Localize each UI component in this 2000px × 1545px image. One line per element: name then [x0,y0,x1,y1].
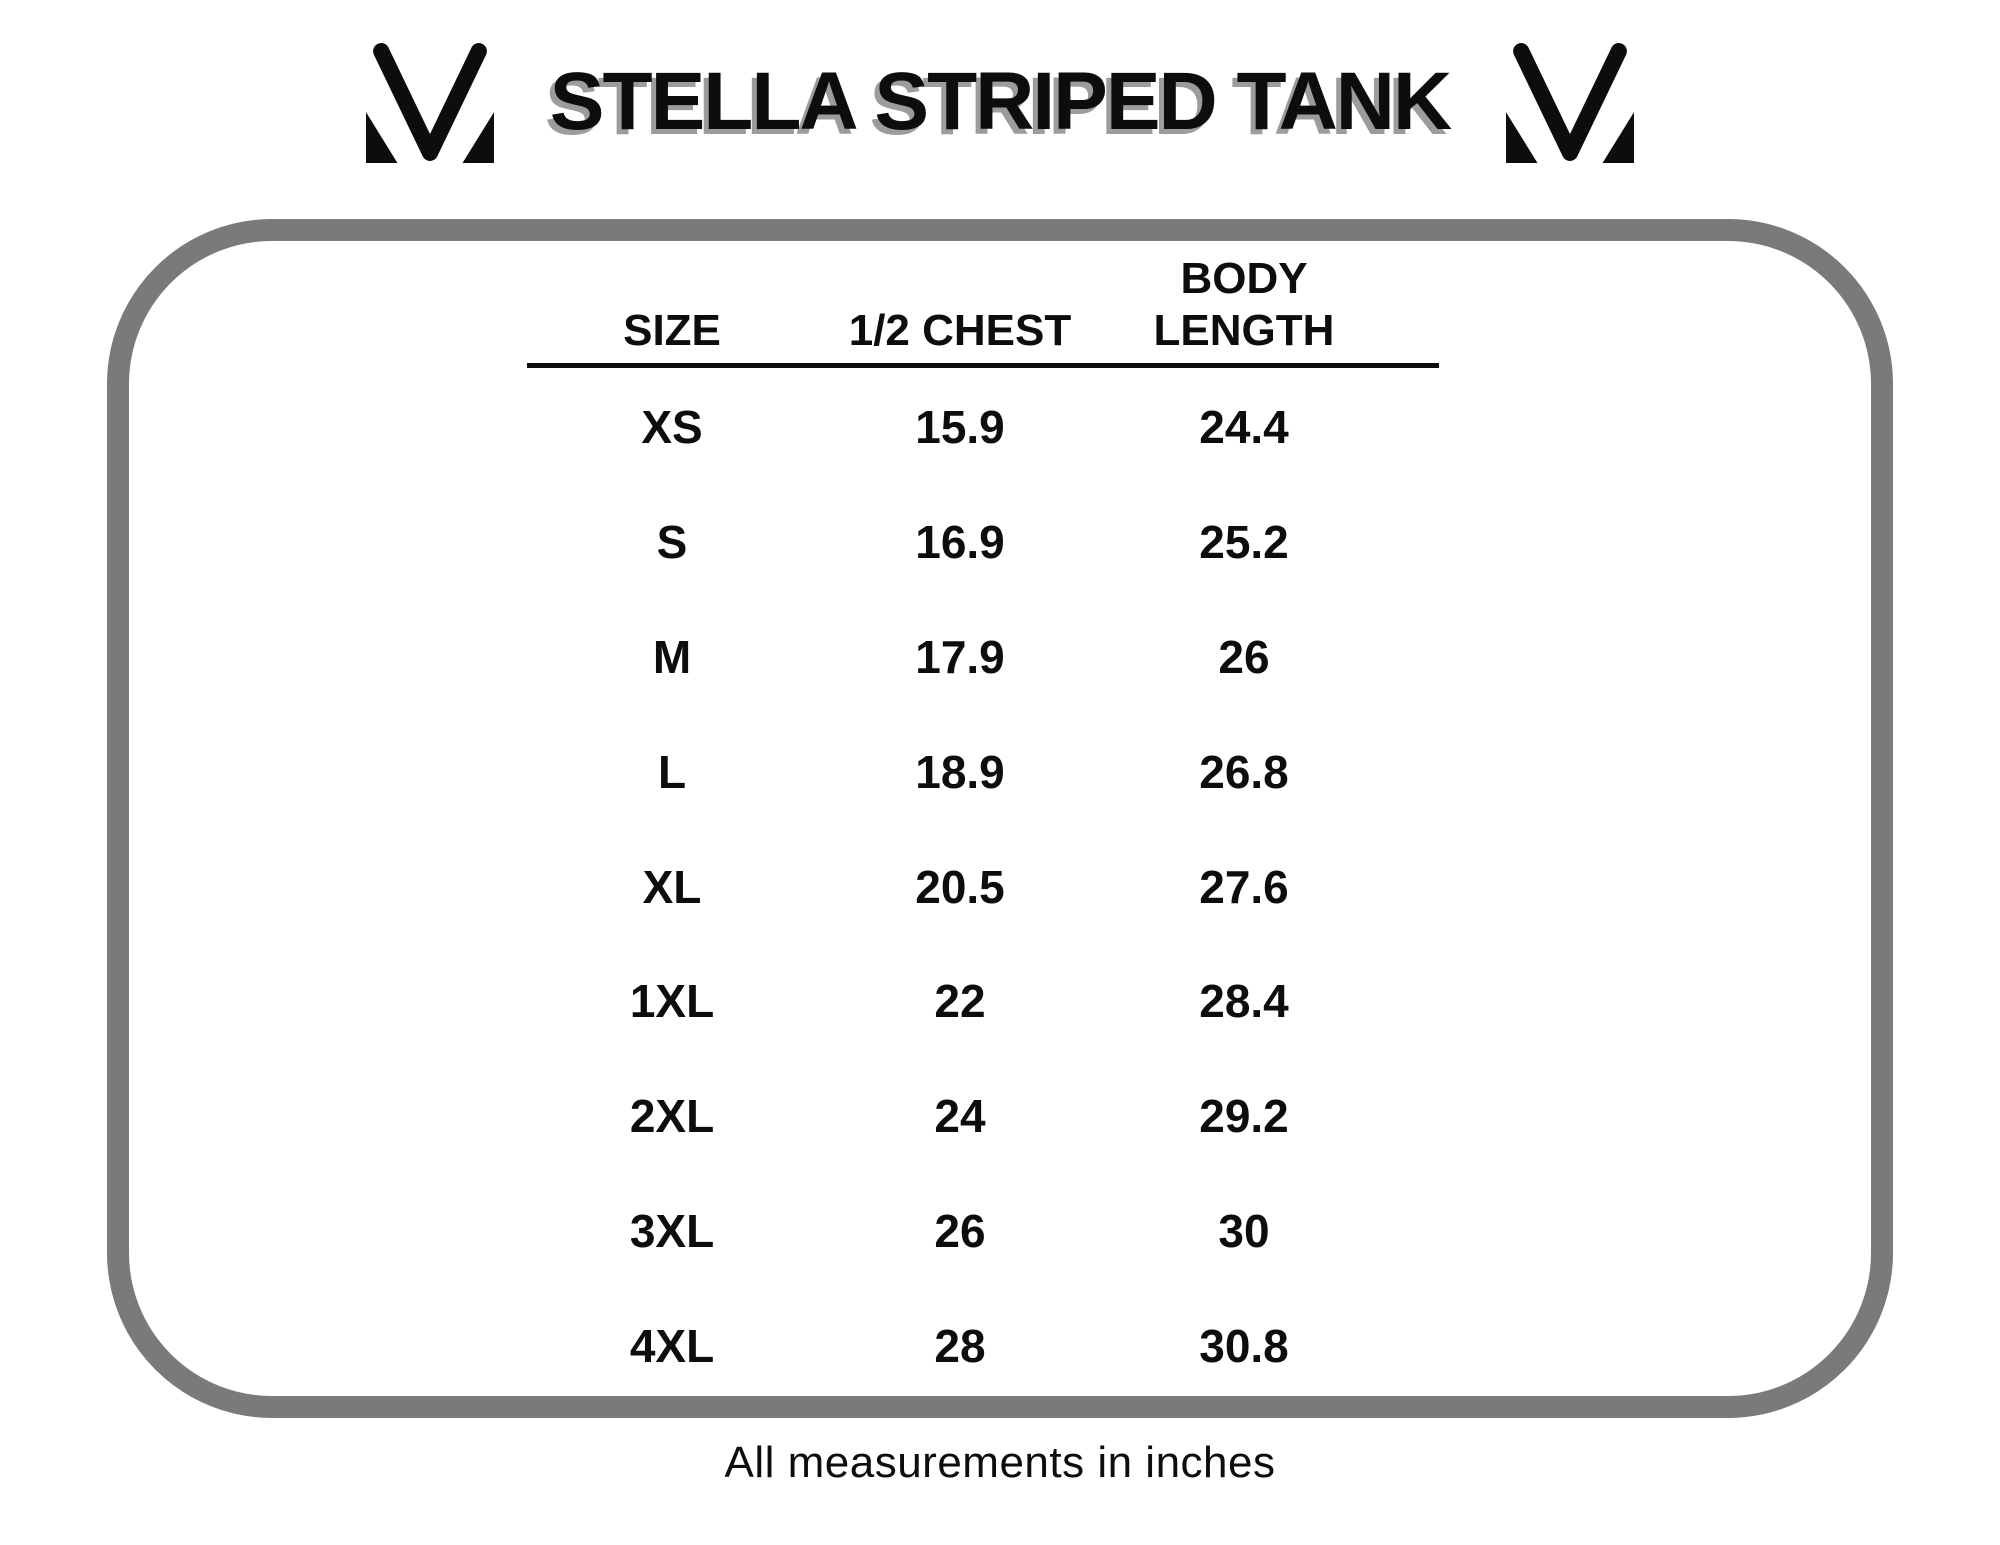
table-row: XS 15.9 24.4 [0,397,2000,457]
half-chest-cell: 18.9 [915,746,1005,798]
size-cell: XL [642,861,702,913]
table-row: 4XL 28 30.8 [0,1316,2000,1376]
table-row: L 18.9 26.8 [0,742,2000,802]
body-length-cell: 28.4 [1199,975,1289,1027]
size-chart-panel [107,219,1893,1418]
table-row: S 16.9 25.2 [0,512,2000,572]
m-logo-icon [365,43,494,163]
footer-note: All measurements in inches [724,1438,1276,1487]
half-chest-cell: 17.9 [915,631,1005,683]
half-chest-cell: 22 [934,975,986,1027]
table-header-row: SIZE 1/2 CHEST BODY LENGTH [0,245,2000,357]
header: STELLA STRIPED TANK [0,36,2000,168]
m-logo-icon [1506,43,1635,163]
header-underline [527,363,1439,368]
table-row: 1XL 22 28.4 [0,971,2000,1031]
table-row: 2XL 24 29.2 [0,1086,2000,1146]
half-chest-cell: 28 [934,1320,986,1372]
body-length-cell: 26.8 [1199,746,1289,798]
column-header-body-length: BODY LENGTH [1153,254,1335,355]
size-cell: 3XL [629,1205,715,1257]
half-chest-cell: 20.5 [915,861,1005,913]
column-header-size: SIZE [623,306,721,355]
body-length-cell: 30 [1218,1205,1270,1257]
body-length-cell: 24.4 [1199,401,1289,453]
body-length-cell: 26 [1218,631,1270,683]
table-row: 3XL 26 30 [0,1201,2000,1261]
size-cell: S [656,516,688,568]
body-length-cell: 25.2 [1199,516,1289,568]
size-cell: XS [641,401,703,453]
body-length-cell: 27.6 [1199,861,1289,913]
half-chest-cell: 15.9 [915,401,1005,453]
size-cell: 4XL [629,1320,715,1372]
size-cell: M [652,631,692,683]
half-chest-cell: 26 [934,1205,986,1257]
table-row: XL 20.5 27.6 [0,857,2000,917]
body-length-cell: 30.8 [1199,1320,1289,1372]
column-header-half-chest: 1/2 CHEST [848,306,1072,355]
size-cell: 1XL [629,975,715,1027]
size-cell: 2XL [629,1090,715,1142]
body-length-cell: 29.2 [1199,1090,1289,1142]
half-chest-cell: 16.9 [915,516,1005,568]
page-title: STELLA STRIPED TANK [549,56,1452,147]
half-chest-cell: 24 [934,1090,986,1142]
size-cell: L [657,746,687,798]
table-row: M 17.9 26 [0,627,2000,687]
